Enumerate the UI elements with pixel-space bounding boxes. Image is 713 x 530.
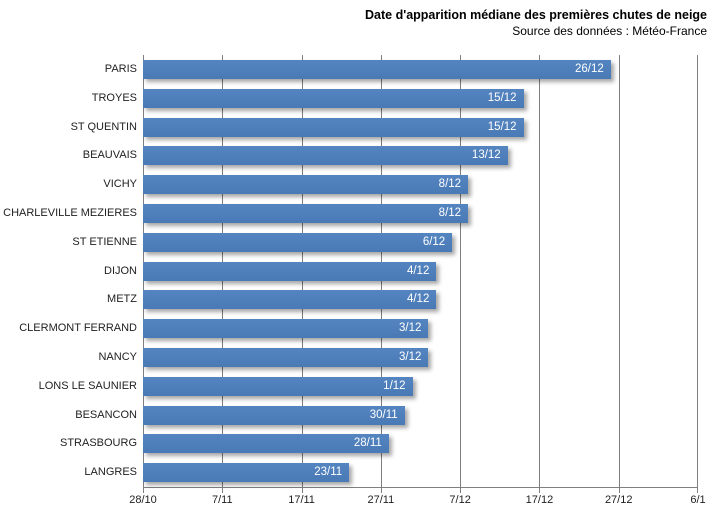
x-axis-tick-mark bbox=[460, 488, 462, 493]
category-label: LANGRES bbox=[84, 466, 137, 479]
value-label: 30/11 bbox=[369, 408, 398, 421]
x-axis-tick-mark bbox=[380, 488, 382, 493]
value-label: 26/12 bbox=[575, 62, 604, 75]
category-label: METZ bbox=[107, 293, 137, 306]
x-tick-label: 17/12 bbox=[525, 494, 554, 506]
vertical-gridline bbox=[618, 55, 620, 487]
x-tick-label: 27/12 bbox=[604, 494, 633, 506]
value-label: 28/11 bbox=[353, 437, 382, 450]
bar: 3/12 bbox=[143, 319, 429, 339]
category-label: BESANCON bbox=[75, 408, 137, 421]
value-label: 15/12 bbox=[487, 91, 517, 104]
category-label: LONS LE SAUNIER bbox=[38, 379, 137, 392]
x-axis-tick-mark bbox=[618, 488, 620, 493]
category-label: ST ETIENNE bbox=[72, 235, 137, 248]
x-tick-label: 17/11 bbox=[288, 494, 315, 506]
bar: 3/12 bbox=[143, 347, 429, 367]
category-label: CHARLEVILLE MEZIERES bbox=[3, 206, 137, 219]
bar: 23/11 bbox=[143, 463, 350, 483]
bar: 4/12 bbox=[143, 290, 437, 310]
category-label: BEAUVAIS bbox=[82, 149, 137, 162]
bar: 8/12 bbox=[143, 203, 469, 223]
chart-title: Date d'apparition médiane des premières … bbox=[365, 8, 707, 22]
category-label: ST QUENTIN bbox=[70, 120, 137, 133]
x-axis-tick-mark bbox=[697, 488, 698, 493]
x-tick-label: 7/11 bbox=[211, 494, 233, 506]
value-label: 1/12 bbox=[383, 379, 406, 392]
value-label: 13/12 bbox=[471, 149, 501, 162]
category-label: STRASBOURG bbox=[59, 437, 137, 450]
category-label: CLERMONT FERRAND bbox=[19, 322, 137, 335]
y-axis-category-labels: PARIS TROYES ST QUENTIN BEAUVAIS VICHY CHARLE… bbox=[0, 55, 137, 487]
x-axis-tick-labels: 28/10 7/11 17/11 27/11 7/12 17/12 27/12 6/1 bbox=[0, 494, 713, 510]
value-label: 8/12 bbox=[438, 206, 462, 219]
vertical-gridline bbox=[539, 55, 541, 487]
vertical-gridline bbox=[460, 55, 462, 487]
plot-area: 26/12 15/12 15/12 13/12 8/12 8/12 6/12 4/12 4/12… bbox=[143, 55, 698, 493]
value-label: 3/12 bbox=[399, 322, 422, 335]
value-label: 4/12 bbox=[406, 264, 430, 277]
bar: 26/12 bbox=[143, 59, 611, 79]
bar: 1/12 bbox=[143, 376, 413, 396]
x-tick-label: 6/1 bbox=[690, 494, 706, 506]
chart-subtitle: Source des données : Météo-France bbox=[512, 24, 707, 38]
value-label: 8/12 bbox=[438, 178, 462, 191]
bar: 28/11 bbox=[143, 434, 389, 454]
x-axis-tick-mark bbox=[143, 488, 144, 493]
category-label: NANCY bbox=[98, 350, 137, 363]
bar: 13/12 bbox=[143, 146, 508, 166]
bar: 6/12 bbox=[143, 232, 453, 252]
bar: 15/12 bbox=[143, 117, 524, 137]
category-label: DIJON bbox=[104, 264, 137, 277]
category-label: PARIS bbox=[104, 62, 137, 75]
x-tick-label: 27/11 bbox=[367, 494, 395, 506]
category-label: TROYES bbox=[91, 91, 137, 104]
x-axis-tick-mark bbox=[222, 488, 224, 493]
value-label: 6/12 bbox=[422, 235, 446, 248]
x-tick-label: 28/10 bbox=[129, 494, 157, 506]
chart-header: Date d'apparition médiane des premières … bbox=[365, 7, 707, 39]
x-tick-label: 7/12 bbox=[449, 494, 471, 506]
bar: 15/12 bbox=[143, 88, 524, 108]
bar: 8/12 bbox=[143, 175, 469, 195]
value-label: 4/12 bbox=[406, 293, 430, 306]
value-label: 15/12 bbox=[487, 120, 517, 133]
x-axis-tick-mark bbox=[539, 488, 541, 493]
bar: 30/11 bbox=[143, 405, 405, 425]
value-label: 3/12 bbox=[399, 350, 422, 363]
category-label: VICHY bbox=[103, 178, 137, 191]
value-label: 23/11 bbox=[314, 466, 343, 479]
x-axis-tick-mark bbox=[301, 488, 303, 493]
vertical-gridline bbox=[697, 55, 698, 487]
bar: 4/12 bbox=[143, 261, 437, 281]
